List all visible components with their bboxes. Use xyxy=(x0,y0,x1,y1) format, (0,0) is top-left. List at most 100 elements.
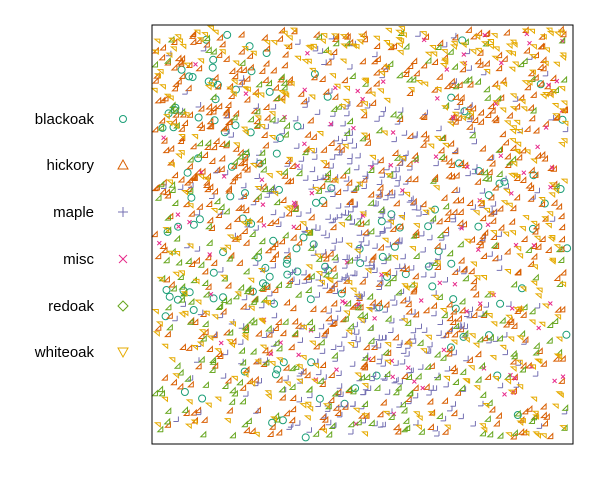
point-whiteoak xyxy=(528,69,536,76)
point-misc xyxy=(493,101,499,107)
point-maple xyxy=(292,115,299,122)
point-hickory xyxy=(151,125,159,133)
point-whiteoak xyxy=(519,286,527,292)
point-redoak xyxy=(187,297,195,305)
point-hickory xyxy=(376,156,384,164)
point-misc xyxy=(464,309,470,314)
point-maple xyxy=(333,257,339,263)
point-maple xyxy=(172,315,178,322)
point-hickory xyxy=(480,252,487,260)
point-hickory xyxy=(252,87,259,95)
legend-marker-redoak xyxy=(117,300,129,312)
point-hickory xyxy=(177,175,185,183)
point-hickory xyxy=(283,409,290,417)
point-whiteoak xyxy=(384,173,392,179)
point-misc xyxy=(296,352,301,358)
point-hickory xyxy=(492,242,500,249)
point-whiteoak xyxy=(165,250,173,257)
point-redoak xyxy=(452,322,460,329)
point-whiteoak xyxy=(493,85,501,91)
point-maple xyxy=(194,209,201,216)
point-maple xyxy=(379,172,385,178)
point-redoak xyxy=(558,36,566,44)
point-hickory xyxy=(531,227,539,235)
point-redoak xyxy=(384,314,392,322)
point-hickory xyxy=(536,63,544,70)
point-redoak xyxy=(168,101,176,109)
point-whiteoak xyxy=(278,98,286,105)
point-hickory xyxy=(546,432,554,440)
point-misc xyxy=(421,37,427,43)
point-maple xyxy=(454,187,461,193)
point-maple xyxy=(320,230,327,236)
point-hickory xyxy=(433,242,441,249)
point-whiteoak xyxy=(525,80,533,86)
point-maple xyxy=(222,349,229,356)
point-hickory xyxy=(523,125,531,132)
point-whiteoak xyxy=(243,86,251,93)
point-blackoak xyxy=(188,73,197,81)
point-hickory xyxy=(322,87,330,95)
point-maple xyxy=(336,341,343,347)
point-hickory xyxy=(231,173,238,181)
point-misc xyxy=(485,222,491,228)
point-whiteoak xyxy=(161,396,169,403)
point-maple xyxy=(270,262,276,269)
point-hickory xyxy=(262,103,270,111)
point-whiteoak xyxy=(522,215,530,221)
point-hickory xyxy=(150,230,158,238)
point-hickory xyxy=(367,190,375,198)
point-hickory xyxy=(449,364,457,372)
point-hickory xyxy=(281,61,288,69)
point-redoak xyxy=(361,353,369,361)
point-hickory xyxy=(418,111,426,119)
point-redoak xyxy=(356,311,364,318)
point-redoak xyxy=(509,155,517,163)
point-redoak xyxy=(238,59,246,66)
point-whiteoak xyxy=(360,132,368,139)
point-hickory xyxy=(151,76,159,84)
point-whiteoak xyxy=(530,158,538,165)
point-hickory xyxy=(240,158,248,165)
point-hickory xyxy=(506,111,513,119)
point-hickory xyxy=(444,208,452,216)
point-hickory xyxy=(521,335,529,343)
point-hickory xyxy=(523,46,530,54)
point-redoak xyxy=(294,290,302,298)
point-hickory xyxy=(454,388,462,396)
point-maple xyxy=(393,376,399,383)
point-whiteoak xyxy=(505,314,513,321)
point-whiteoak xyxy=(403,191,411,198)
point-maple xyxy=(399,359,406,365)
point-misc xyxy=(548,184,553,190)
point-whiteoak xyxy=(558,86,566,92)
point-whiteoak xyxy=(384,27,392,34)
point-whiteoak xyxy=(408,246,416,252)
point-redoak xyxy=(367,166,375,174)
point-hickory xyxy=(360,111,368,119)
point-maple xyxy=(454,266,461,272)
point-whiteoak xyxy=(345,280,353,286)
point-hickory xyxy=(320,200,328,207)
point-redoak xyxy=(452,378,459,386)
point-whiteoak xyxy=(552,188,560,195)
point-maple xyxy=(350,270,356,276)
point-hickory xyxy=(557,212,565,220)
point-redoak xyxy=(457,240,464,248)
point-whiteoak xyxy=(245,219,253,225)
point-hickory xyxy=(243,74,251,82)
point-blackoak xyxy=(378,252,387,261)
point-whiteoak xyxy=(518,226,526,232)
point-whiteoak xyxy=(483,207,491,214)
point-hickory xyxy=(154,323,162,331)
point-maple xyxy=(342,263,348,269)
point-whiteoak xyxy=(427,207,435,214)
point-hickory xyxy=(216,33,223,41)
point-whiteoak xyxy=(538,321,546,328)
point-whiteoak xyxy=(301,59,309,65)
point-whiteoak xyxy=(172,373,180,379)
point-whiteoak xyxy=(240,126,248,133)
point-hickory xyxy=(399,296,407,304)
point-whiteoak xyxy=(337,222,345,228)
point-maple xyxy=(318,323,325,330)
